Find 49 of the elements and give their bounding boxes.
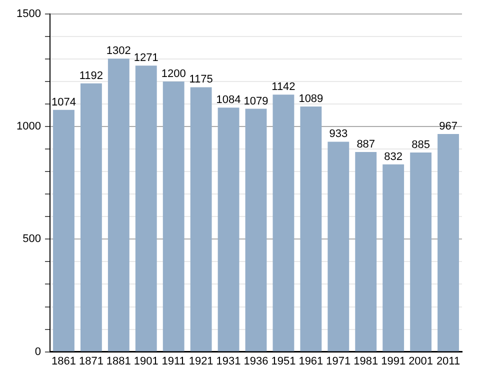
data-label: 887: [356, 138, 376, 151]
bar: [328, 142, 350, 352]
data-label: 1074: [51, 96, 76, 108]
data-label: 832: [384, 150, 403, 163]
y-tick-label: 0: [34, 346, 41, 358]
bar: [300, 106, 322, 352]
data-label: 1271: [134, 52, 158, 64]
x-tick-label: 1936: [244, 355, 268, 368]
x-tick-label: 1971: [326, 355, 351, 368]
bar: [218, 108, 240, 352]
data-label: 967: [439, 120, 458, 133]
x-tick-label: 1931: [216, 355, 241, 368]
data-label: 885: [412, 139, 430, 152]
x-tick-label: 1981: [354, 355, 378, 368]
data-label: 1192: [79, 70, 104, 82]
data-label: 1079: [244, 95, 268, 108]
bar: [162, 82, 184, 352]
x-tick-label: 2011: [436, 355, 460, 368]
bar: [135, 66, 157, 352]
bar: [190, 87, 212, 352]
data-label: 1175: [189, 74, 213, 86]
x-tick-label: 1961: [298, 355, 324, 368]
data-label: 1084: [216, 94, 241, 106]
bar: [53, 110, 74, 352]
data-label: 1142: [272, 81, 296, 94]
data-label: 1200: [161, 68, 186, 80]
data-label: 933: [329, 128, 348, 140]
x-tick-label: 1861: [51, 355, 76, 368]
x-tick-label: 1881: [106, 355, 131, 368]
bar: [410, 152, 432, 352]
bar: [355, 152, 377, 352]
y-tick-label: 1000: [16, 120, 41, 133]
y-tick-label: 500: [22, 233, 41, 246]
data-label: 1302: [106, 45, 131, 58]
x-tick-label: 1921: [188, 355, 214, 368]
bar: [80, 83, 102, 352]
bar: [272, 94, 294, 352]
x-tick-label: 1951: [271, 355, 296, 368]
bar: [438, 134, 459, 352]
bar: [245, 108, 267, 352]
x-tick-label: 1901: [134, 355, 158, 368]
x-tick-label: 1871: [78, 355, 104, 368]
y-tick-label: 1500: [16, 8, 41, 20]
x-tick-label: 1911: [162, 355, 186, 368]
bar: [108, 58, 130, 352]
x-tick-label: 2001: [408, 355, 434, 368]
data-label: 1089: [298, 93, 324, 106]
x-tick-label: 1991: [381, 355, 406, 368]
bar: [382, 164, 404, 352]
